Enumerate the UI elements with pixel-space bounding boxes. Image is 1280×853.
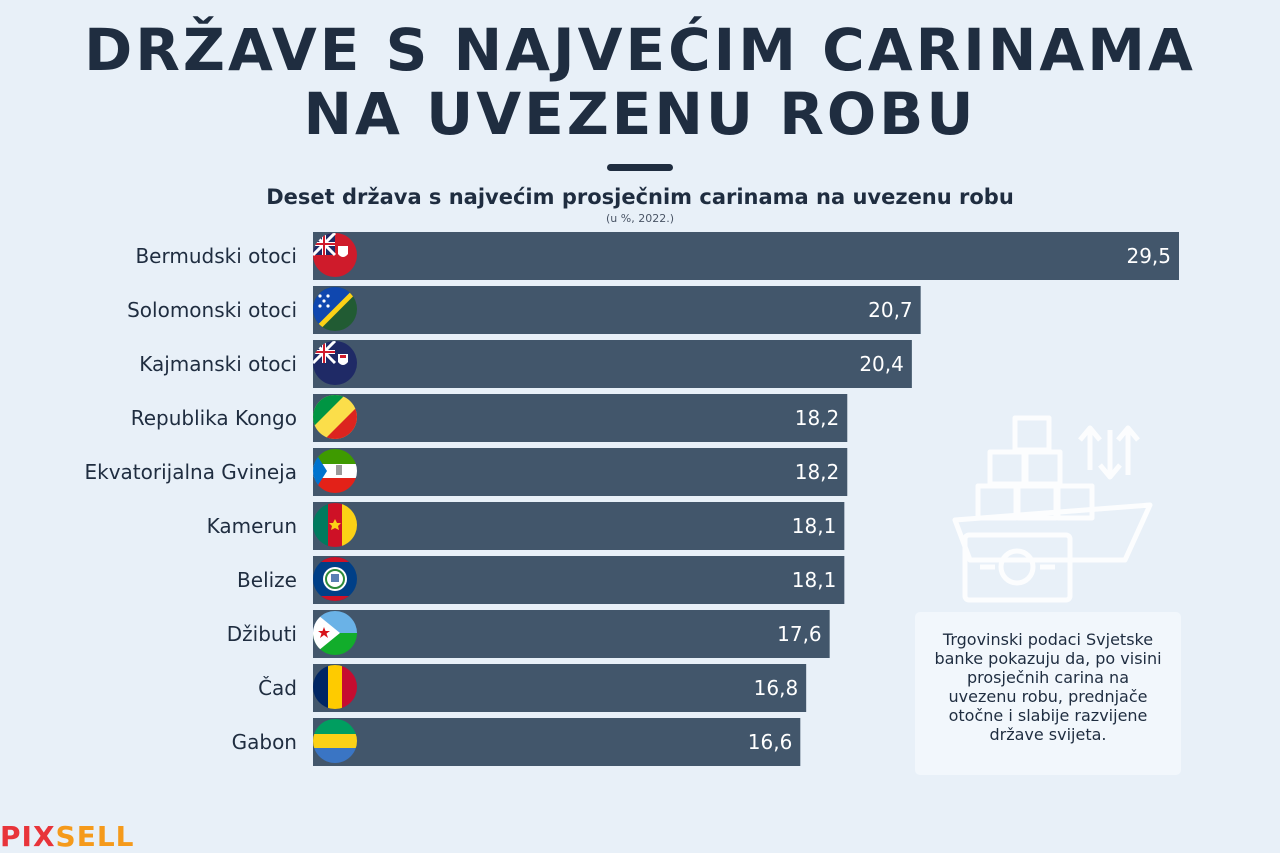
solomon-islands-flag-icon [313, 287, 357, 331]
cayman-islands-flag-icon [313, 341, 357, 385]
category-label-9: Gabon [232, 730, 297, 754]
bar-0 [313, 232, 1179, 280]
category-label-6: Belize [237, 568, 297, 592]
bar-5 [313, 502, 845, 550]
bar-8 [313, 664, 807, 712]
cameroon-flag-icon [313, 503, 357, 547]
chart-unit-note: (u %, 2022.) [606, 212, 674, 225]
category-label-3: Republika Kongo [131, 406, 297, 430]
value-label-2: 20,4 [859, 352, 904, 376]
value-label-0: 29,5 [1126, 244, 1171, 268]
category-label-0: Bermudski otoci [135, 244, 297, 268]
cargo-ship-icon [952, 415, 1153, 603]
value-label-5: 18,1 [792, 514, 837, 538]
bar-7 [313, 610, 830, 658]
republic-of-congo-flag-icon [313, 395, 357, 439]
value-label-8: 16,8 [754, 676, 799, 700]
page-title: DRŽAVE S NAJVEĆIM CARINAMA NA UVEZENU RO… [0, 18, 1280, 146]
pixsell-logo: PIXSELL [0, 820, 135, 853]
value-label-3: 18,2 [795, 406, 840, 430]
category-label-2: Kajmanski otoci [139, 352, 297, 376]
title-divider [607, 164, 673, 171]
equatorial-guinea-flag-icon [313, 449, 357, 493]
title-line-2: NA UVEZENU ROBU [303, 80, 977, 148]
djibouti-flag-icon [313, 611, 357, 655]
title-line-1: DRŽAVE S NAJVEĆIM CARINAMA [84, 16, 1196, 84]
bar-4 [313, 448, 848, 496]
bermuda-flag-icon [313, 233, 357, 277]
logo-part-1: PIX [0, 820, 56, 853]
value-label-6: 18,1 [792, 568, 837, 592]
gabon-flag-icon [313, 719, 357, 763]
bar-3 [313, 394, 848, 442]
category-label-7: Džibuti [227, 622, 297, 646]
chad-flag-icon [313, 665, 357, 709]
info-note: Trgovinski podaci Svjetske banke pokazuj… [915, 612, 1181, 775]
category-label-1: Solomonski otoci [127, 298, 297, 322]
bar-6 [313, 556, 845, 604]
value-label-1: 20,7 [868, 298, 913, 322]
value-label-7: 17,6 [777, 622, 822, 646]
bar-1 [313, 286, 921, 334]
category-label-8: Čad [258, 676, 297, 700]
bar-9 [313, 718, 801, 766]
chart-subtitle: Deset država s najvećim prosječnim carin… [266, 185, 1014, 209]
category-label-4: Ekvatorijalna Gvineja [84, 460, 297, 484]
category-label-5: Kamerun [207, 514, 297, 538]
value-label-4: 18,2 [795, 460, 840, 484]
bar-2 [313, 340, 912, 388]
value-label-9: 16,6 [748, 730, 793, 754]
belize-flag-icon [313, 557, 357, 601]
logo-part-2: SELL [55, 820, 135, 853]
